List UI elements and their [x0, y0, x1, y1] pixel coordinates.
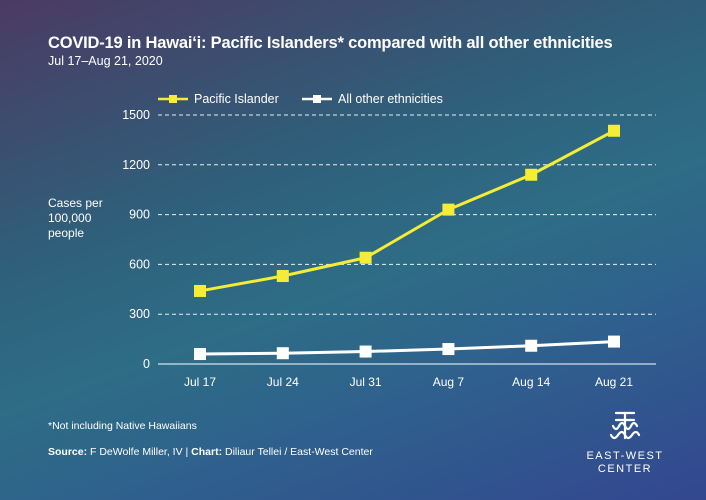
data-point-marker	[359, 251, 372, 264]
y-tick-label: 1200	[122, 158, 150, 172]
y-tick-label: 900	[129, 208, 150, 222]
data-point-marker	[194, 284, 206, 297]
x-tick-label: Jul 24	[267, 375, 299, 389]
data-point-marker	[442, 343, 455, 356]
east-west-center-logo: EAST-WEST CENTER	[580, 408, 670, 478]
data-point-marker	[359, 345, 372, 358]
chart-title: COVID-19 in Hawai‘i: Pacific Islanders* …	[48, 34, 613, 52]
source-line: Source: F DeWolfe Miller, IV | Chart: Di…	[48, 446, 373, 458]
chart-credit-label: Chart:	[191, 446, 223, 458]
data-point-marker	[276, 347, 289, 360]
source-separator: |	[185, 446, 189, 458]
logo-line-1: EAST-WEST	[586, 450, 664, 462]
x-tick-label: Aug 7	[433, 375, 465, 389]
footnote: *Not including Native Hawaiians	[48, 420, 197, 432]
data-point-marker	[608, 335, 620, 348]
source-label: Source:	[48, 446, 88, 458]
chart-credit-text: Diliaur Tellei / East-West Center	[225, 446, 373, 458]
x-tick-label: Aug 21	[595, 375, 633, 389]
y-tick-label: 0	[143, 357, 150, 371]
legend: Pacific Islander All other ethnicities	[158, 92, 443, 106]
grid-lines	[158, 114, 656, 365]
source-text: F DeWolfe Miller, IV	[90, 446, 183, 458]
y-axis-label: Cases per 100,000 people	[48, 196, 103, 240]
y-tick-label: 1500	[122, 108, 150, 122]
legend-swatch-marker	[169, 95, 177, 103]
legend-label: Pacific Islander	[194, 92, 279, 106]
x-tick-label: Jul 31	[350, 375, 382, 389]
data-point-marker	[194, 348, 206, 361]
data-point-marker	[525, 168, 538, 181]
x-tick-label: Aug 14	[512, 375, 550, 389]
legend-label: All other ethnicities	[338, 92, 443, 106]
series-group	[194, 124, 620, 361]
logo-line-2: CENTER	[597, 463, 653, 475]
x-tick-labels: Jul 17 Jul 24 Jul 31 Aug 7 Aug 14 Aug 21	[184, 375, 633, 389]
data-point-marker	[525, 339, 538, 352]
series-line	[199, 129, 615, 293]
y-tick-label: 300	[129, 307, 150, 321]
data-point-marker	[276, 270, 289, 283]
y-tick-labels: 0 300 600 900 1200 1500	[122, 108, 150, 371]
data-point-marker	[608, 124, 620, 137]
legend-swatch-marker	[313, 95, 321, 103]
x-tick-label: Jul 17	[184, 375, 216, 389]
data-point-marker	[442, 203, 455, 216]
y-tick-label: 600	[129, 257, 150, 271]
chart-subtitle: Jul 17–Aug 21, 2020	[48, 54, 163, 68]
east-west-center-logo-icon	[609, 411, 641, 440]
series-line	[199, 340, 615, 356]
